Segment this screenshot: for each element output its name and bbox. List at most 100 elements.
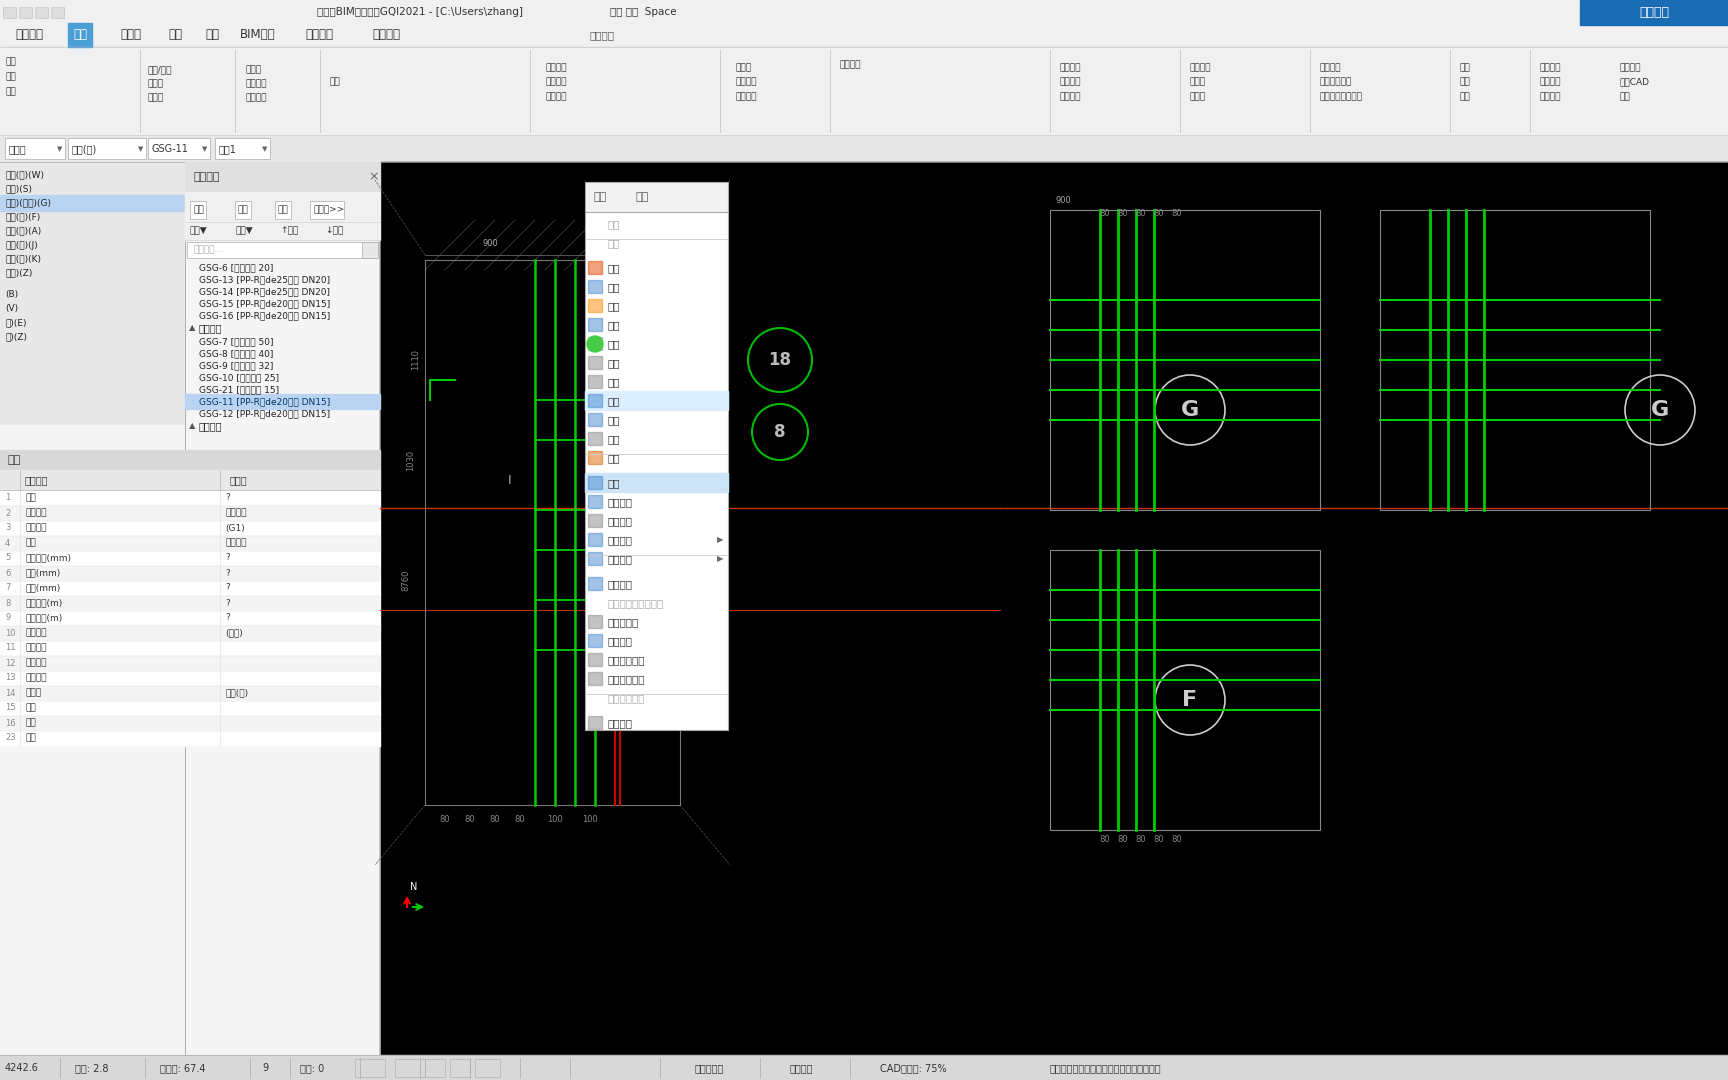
Text: 所在位置: 所在位置: [24, 659, 47, 667]
Bar: [5, 138, 66, 159]
Text: 200: 200: [619, 239, 634, 248]
Text: ↓下移: ↓下移: [325, 227, 344, 235]
Bar: [0, 521, 380, 536]
Text: 腾讯课堂: 腾讯课堂: [1638, 6, 1669, 19]
Text: 延伸: 延伸: [607, 357, 620, 368]
Text: 合并: 合并: [607, 415, 620, 426]
Bar: [588, 653, 601, 666]
Text: 5: 5: [5, 553, 10, 563]
Bar: [0, 1055, 1728, 1080]
Text: 给水)(S): 给水)(S): [5, 185, 33, 193]
Text: 80: 80: [1154, 835, 1165, 843]
Bar: [67, 138, 145, 159]
Bar: [214, 138, 270, 159]
Bar: [588, 413, 601, 426]
Bar: [0, 162, 185, 1055]
Bar: [475, 1059, 499, 1077]
Text: GSG-11 [PP-R管de20暗敏 DN15]: GSG-11 [PP-R管de20暗敏 DN15]: [199, 397, 330, 406]
Text: 定尺换头: 定尺换头: [1320, 64, 1341, 72]
Text: 云构件库: 云构件库: [245, 80, 266, 89]
Text: GSG-7 [衬塑钉管 50]: GSG-7 [衬塑钉管 50]: [199, 337, 273, 347]
Bar: [588, 514, 601, 527]
Text: 立管识别: 立管识别: [734, 93, 757, 102]
Bar: [0, 731, 380, 746]
Bar: [0, 686, 380, 701]
Text: ▼: ▼: [138, 146, 143, 152]
Text: GSG-9 [衬塑钉管 32]: GSG-9 [衬塑钉管 32]: [199, 362, 273, 370]
Text: 选择识别: 选择识别: [734, 78, 757, 86]
Text: 80: 80: [1118, 210, 1128, 218]
Text: 图元: 图元: [5, 72, 16, 81]
Text: 打断: 打断: [607, 396, 620, 406]
Bar: [0, 566, 380, 581]
Text: (V): (V): [5, 305, 17, 313]
Bar: [588, 432, 601, 445]
Text: 采水)(Z): 采水)(Z): [5, 269, 33, 278]
Text: 视图: 视图: [206, 28, 219, 41]
Bar: [0, 626, 380, 642]
Text: 复制: 复制: [607, 282, 620, 292]
Text: 取消连线: 取消连线: [589, 30, 615, 40]
Text: 构件列表: 构件列表: [194, 172, 219, 183]
Bar: [588, 318, 601, 330]
Text: 80: 80: [439, 815, 451, 824]
Text: GSG-10 [衬塑钉管 25]: GSG-10 [衬塑钉管 25]: [199, 374, 280, 382]
Text: ?: ?: [225, 568, 230, 578]
Text: 布置立管: 布置立管: [607, 579, 632, 589]
Text: GSG-14 [PP-R管de25暗敏 DN20]: GSG-14 [PP-R管de25暗敏 DN20]: [199, 287, 330, 297]
Bar: [187, 242, 378, 258]
Text: 属性: 属性: [9, 455, 21, 465]
Bar: [588, 394, 601, 407]
Text: 法兰(水)(F): 法兰(水)(F): [5, 213, 40, 221]
Bar: [185, 192, 380, 222]
Text: ZJ2L-1: ZJ2L-1: [681, 565, 710, 575]
Text: 备注: 备注: [24, 703, 36, 713]
Text: ▼: ▼: [57, 146, 62, 152]
Text: 显示选中图元: 显示选中图元: [607, 654, 645, 665]
Text: 偏移: 偏移: [607, 434, 620, 444]
Text: 选择: 选择: [5, 57, 16, 67]
Bar: [588, 672, 601, 685]
Bar: [309, 201, 344, 219]
Bar: [0, 450, 380, 470]
Bar: [35, 6, 48, 18]
Text: 隐藏选中图元: 隐藏选中图元: [607, 674, 645, 684]
Text: 构件存盘: 构件存盘: [245, 94, 266, 103]
Bar: [648, 394, 665, 406]
Text: 2: 2: [5, 509, 10, 517]
Text: 起点标高(m): 起点标高(m): [24, 598, 62, 607]
Text: 构件/属性: 构件/属性: [149, 66, 173, 75]
Text: 查找替换: 查找替换: [1621, 64, 1642, 72]
Text: 系统类型: 系统类型: [24, 509, 47, 517]
Text: 材质: 材质: [24, 539, 36, 548]
Text: 给排水: 给排水: [9, 144, 26, 154]
Text: GSG-16 [PP-R管de20暗敏 DN15]: GSG-16 [PP-R管de20暗敏 DN15]: [199, 311, 330, 321]
Text: 1110: 1110: [411, 350, 420, 370]
Text: 中水系统: 中水系统: [225, 509, 247, 517]
Bar: [586, 391, 727, 410]
Bar: [0, 596, 380, 611]
Bar: [0, 470, 380, 490]
Bar: [0, 611, 380, 626]
Text: 系统编号: 系统编号: [24, 524, 47, 532]
Bar: [361, 242, 378, 258]
Bar: [0, 426, 380, 1055]
Text: 80: 80: [1099, 210, 1111, 218]
Text: 3: 3: [5, 524, 10, 532]
Text: 隐层: 0: 隐层: 0: [301, 1063, 325, 1074]
Text: 复制: 复制: [1460, 93, 1471, 102]
Text: 层高: 2.8: 层高: 2.8: [74, 1063, 109, 1074]
Text: 布置立管: 布置立管: [544, 64, 567, 72]
Text: ?: ?: [225, 583, 230, 593]
Bar: [0, 195, 183, 211]
Bar: [588, 634, 601, 647]
Text: 修剪: 修剪: [607, 377, 620, 387]
Text: 批量选管: 批量选管: [607, 636, 632, 646]
Text: 区域管理: 区域管理: [1059, 93, 1082, 102]
Text: BIM模型: BIM模型: [240, 28, 276, 41]
Text: (码制): (码制): [225, 629, 242, 637]
Bar: [0, 23, 1728, 48]
Text: 跨类型选择: 跨类型选择: [695, 1063, 724, 1074]
Text: ↑上移: ↑上移: [280, 227, 299, 235]
Bar: [648, 504, 665, 516]
